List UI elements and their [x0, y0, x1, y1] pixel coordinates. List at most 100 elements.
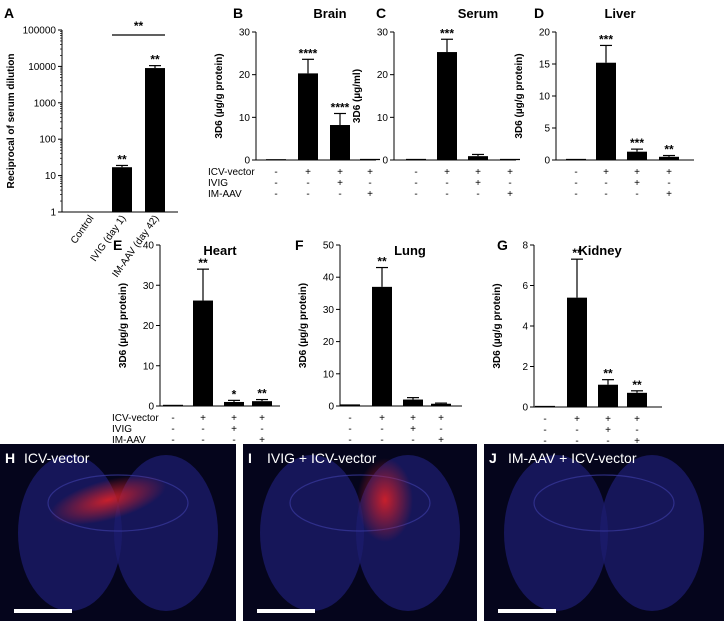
condition-symbol: - [635, 189, 638, 200]
chart-title: Brain [313, 6, 346, 21]
scale-bar [257, 609, 315, 613]
significance-mark: ** [603, 367, 613, 381]
y-axis-label: Reciprocal of serum dilution [6, 53, 17, 188]
condition-symbol: + [634, 178, 640, 189]
y-tick-label: 50 [323, 241, 335, 252]
condition-label: ICV-vector [208, 167, 255, 178]
condition-symbol: - [414, 178, 417, 189]
y-tick-label: 10 [323, 369, 335, 380]
bar [596, 62, 616, 160]
condition-symbol: - [260, 424, 263, 435]
condition-symbol: - [274, 189, 277, 200]
panel-b: B Brain 0 10 20 30 3D6 (µg/g protein) **** **** I… [208, 5, 380, 200]
condition-symbol: - [338, 189, 341, 200]
condition-symbol: + [666, 189, 672, 200]
significance-mark: ** [117, 152, 127, 166]
significance-mark: ** [664, 143, 674, 157]
bar [112, 167, 132, 212]
condition-symbol: + [605, 425, 611, 436]
significance-mark: ** [150, 53, 160, 67]
condition-symbol: - [574, 178, 577, 189]
condition-symbol: + [605, 414, 611, 425]
y-tick-label: 20 [323, 337, 335, 348]
y-tick-label: 5 [544, 124, 550, 135]
panel-letter: H [5, 450, 15, 466]
bar [659, 156, 679, 160]
micrograph-h: ICV-vector H [0, 444, 236, 621]
condition-symbol: + [259, 435, 265, 446]
condition-label: IVIG [112, 424, 132, 435]
condition-symbol: - [575, 436, 578, 447]
bar [627, 392, 647, 407]
condition-symbol: + [259, 413, 265, 424]
condition-symbol: - [274, 178, 277, 189]
condition-symbol: + [444, 167, 450, 178]
brain-hemisphere-left [260, 455, 364, 611]
condition-symbol: - [604, 178, 607, 189]
significance-mark: ** [198, 256, 208, 270]
condition-symbol: + [200, 413, 206, 424]
bar [340, 404, 360, 406]
y-tick-label: 2 [522, 362, 528, 373]
brain-hemisphere-left [504, 455, 608, 611]
condition-symbol: + [666, 167, 672, 178]
bar [145, 68, 165, 212]
condition-symbol: + [410, 413, 416, 424]
condition-symbol: - [171, 424, 174, 435]
y-tick-label: 0 [522, 403, 528, 414]
condition-symbol: - [348, 424, 351, 435]
condition-symbol: + [634, 167, 640, 178]
chart-title: Liver [604, 6, 635, 21]
condition-symbol: - [348, 413, 351, 424]
y-tick-label: 10000 [28, 62, 56, 73]
condition-symbol: - [306, 178, 309, 189]
y-tick-label: 0 [328, 402, 334, 413]
condition-symbol: - [445, 178, 448, 189]
panel-a: A 1 10 100 1000 10000 100000 Reciprocal of seru… [4, 5, 178, 280]
condition-symbol: - [476, 189, 479, 200]
bar [266, 159, 286, 160]
condition-symbol: - [604, 189, 607, 200]
bar [224, 401, 244, 406]
bar [627, 151, 647, 160]
condition-symbol: - [368, 178, 371, 189]
y-axis-label: 3D6 (µg/g protein) [492, 283, 503, 368]
bar [403, 399, 423, 406]
y-tick-label: 15 [539, 60, 551, 71]
condition-label: IM-AAV [112, 435, 146, 446]
condition-symbol: - [439, 424, 442, 435]
bar [431, 403, 451, 406]
condition-symbol: - [543, 425, 546, 436]
condition-symbol: + [337, 178, 343, 189]
significance-mark: ** [377, 255, 387, 269]
condition-symbol: + [438, 435, 444, 446]
red-signal [49, 475, 167, 525]
condition-symbol: + [379, 413, 385, 424]
condition-symbol: - [171, 435, 174, 446]
y-tick-label: 10 [143, 361, 155, 372]
significance-mark: ** [257, 387, 267, 401]
micrograph-label: IM-AAV + ICV-vector [508, 450, 637, 466]
condition-symbol: - [411, 435, 414, 446]
y-tick-label: 1000 [34, 98, 57, 109]
y-tick-label: 1 [50, 208, 56, 219]
condition-label: IVIG [208, 178, 228, 189]
condition-symbol: - [606, 436, 609, 447]
micrograph-label: ICV-vector [24, 450, 90, 466]
y-tick-label: 0 [382, 156, 388, 167]
brain-hemisphere-right [600, 455, 704, 611]
micrograph-label: IVIG + ICV-vector [267, 450, 377, 466]
significance-mark: * [232, 387, 237, 401]
corpus-callosum [289, 474, 431, 532]
condition-symbol: + [305, 167, 311, 178]
y-axis-label: 3D6 (µg/g protein) [118, 283, 129, 368]
condition-symbol: - [274, 167, 277, 178]
y-tick-label: 10 [239, 113, 251, 124]
condition-symbol: - [543, 436, 546, 447]
condition-symbol: - [445, 189, 448, 200]
condition-symbol: - [414, 189, 417, 200]
y-tick-label: 4 [522, 322, 528, 333]
